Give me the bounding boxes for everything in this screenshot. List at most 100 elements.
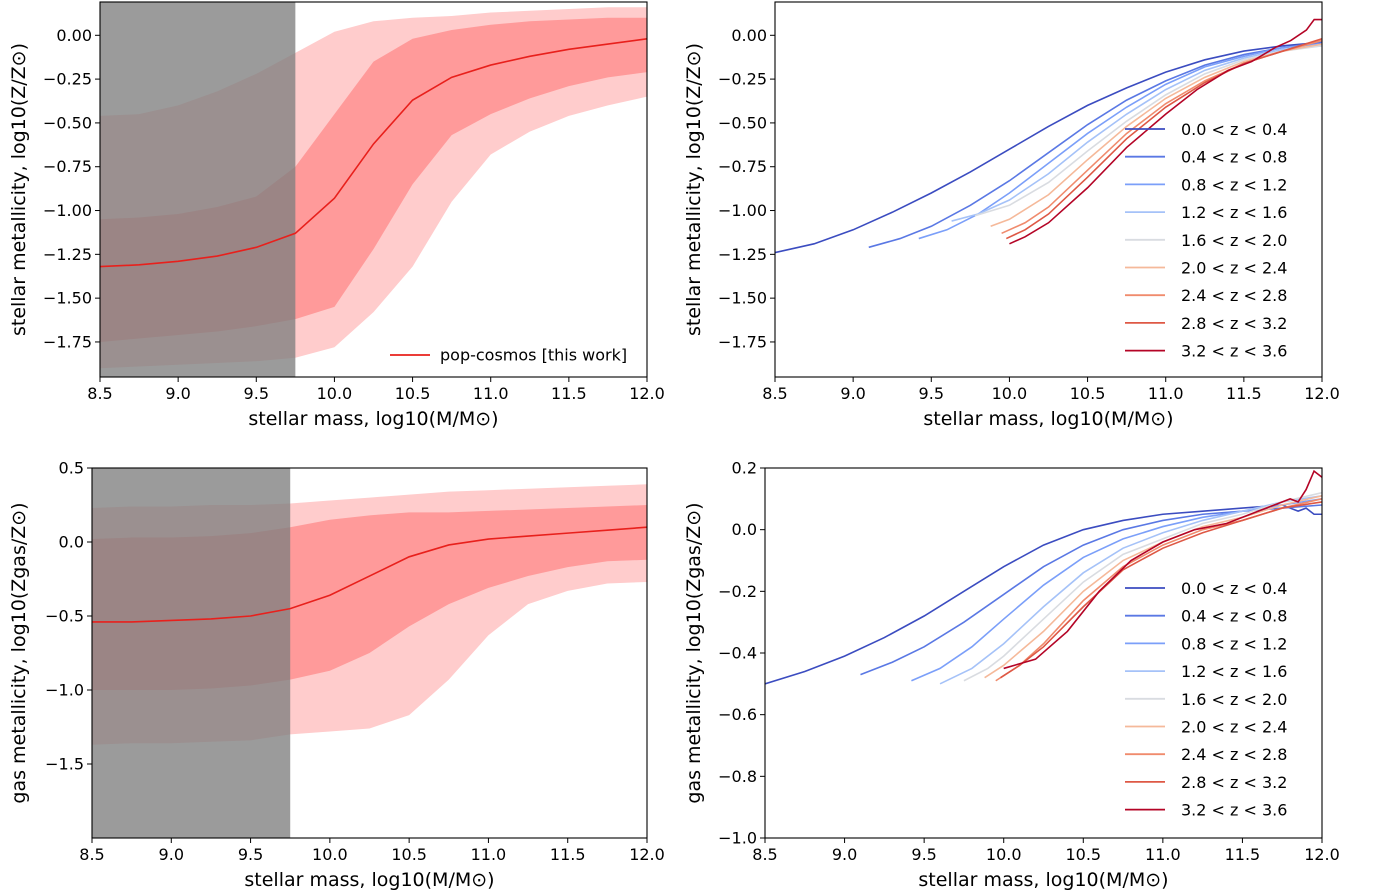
legend-label: 2.8 < z < 3.2 xyxy=(1181,314,1287,333)
y-tick-label: −1.0 xyxy=(718,829,757,848)
legend-label: 0.8 < z < 1.2 xyxy=(1181,175,1287,194)
x-axis-label: stellar mass, log10(M/M⊙) xyxy=(923,408,1173,430)
legend-label: 1.2 < z < 1.6 xyxy=(1181,662,1287,681)
x-tick-label: 10.5 xyxy=(395,384,431,403)
y-tick-label: 0.0 xyxy=(732,520,757,539)
panel-top-right: 8.5 9.0 9.5 10.0 10.5 11.0 11.5 12.0 0.00 −0.25 −0… xyxy=(683,1,1340,430)
y-tick-label: −1.75 xyxy=(718,332,767,351)
legend-label: 0.0 < z < 0.4 xyxy=(1181,120,1287,139)
series-line-3 xyxy=(951,45,1322,222)
x-tick-label: 9.5 xyxy=(919,384,944,403)
y-tick-label: 0.00 xyxy=(731,26,767,45)
series-line-5 xyxy=(984,494,1322,679)
legend-label: pop-cosmos [this work] xyxy=(440,346,627,365)
series-line-8 xyxy=(1009,18,1322,245)
legend-label: 0.4 < z < 0.8 xyxy=(1181,607,1287,626)
x-tick-label: 8.5 xyxy=(762,384,787,403)
x-tick-label: 8.5 xyxy=(752,845,777,864)
legend-label: 3.2 < z < 3.6 xyxy=(1181,342,1287,361)
x-tick-label: 8.5 xyxy=(87,384,112,403)
series-line-5 xyxy=(990,43,1322,228)
y-tick-label: 0.2 xyxy=(732,459,757,478)
legend-label: 0.0 < z < 0.4 xyxy=(1181,579,1287,598)
y-tick-label: −1.75 xyxy=(43,332,92,351)
y-tick-label: −0.8 xyxy=(718,767,757,786)
y-axis-label: stellar metallicity, log10(Z/Z⊙) xyxy=(683,43,705,336)
y-tick-label: −1.25 xyxy=(718,245,767,264)
plot-frame xyxy=(99,1,648,378)
y-tick-label: −0.2 xyxy=(718,582,757,601)
y-tick-label: 0.0 xyxy=(59,533,84,552)
series-line-8 xyxy=(1003,469,1322,670)
y-tick-label: −0.25 xyxy=(43,70,92,89)
redshift-bin-lines xyxy=(775,18,1322,254)
y-tick-label: −1.0 xyxy=(45,681,84,700)
x-tick-label: 11.0 xyxy=(471,845,507,864)
series-line-0 xyxy=(775,41,1322,254)
legend-label: 2.4 < z < 2.8 xyxy=(1181,286,1287,305)
x-tick-label: 10.5 xyxy=(1070,384,1106,403)
median-line-group xyxy=(92,526,647,623)
x-tick-label: 9.0 xyxy=(840,384,865,403)
y-tick-label: −1.25 xyxy=(43,245,92,264)
median-line-group xyxy=(100,38,647,268)
y-tick-label: −0.4 xyxy=(718,644,757,663)
x-tick-label: 10.0 xyxy=(317,384,353,403)
x-tick-label: 11.5 xyxy=(1226,384,1262,403)
y-axis-label: gas metallicity, log10(Zgas/Z⊙) xyxy=(8,502,30,803)
legend: pop-cosmos [this work] xyxy=(390,346,627,365)
x-tick-label: 10.5 xyxy=(1065,845,1101,864)
series-line-0 xyxy=(765,504,1322,685)
mask-rect xyxy=(100,2,296,377)
low-mass-mask xyxy=(92,468,291,838)
tick-labels: 8.5 9.0 9.5 10.0 10.5 11.0 11.5 12.0 0.2 0.0 −0.2 −… xyxy=(718,459,1340,865)
x-axis-label: stellar mass, log10(M/M⊙) xyxy=(918,869,1168,891)
axes-frame xyxy=(95,1,648,382)
low-mass-mask xyxy=(100,2,296,377)
median-line xyxy=(92,526,647,623)
x-tick-label: 9.5 xyxy=(911,845,936,864)
y-tick-label: −0.75 xyxy=(43,157,92,176)
x-tick-label: 12.0 xyxy=(629,384,665,403)
legend-label: 2.4 < z < 2.8 xyxy=(1181,745,1287,764)
x-tick-label: 10.0 xyxy=(312,845,348,864)
x-tick-label: 9.0 xyxy=(165,384,190,403)
y-tick-label: 0.5 xyxy=(59,459,84,478)
panel-bottom-left: 8.5 9.0 9.5 10.0 10.5 11.0 11.5 12.0 0.5 0.0 −0.5 −… xyxy=(8,459,665,892)
x-tick-label: 12.0 xyxy=(1304,845,1340,864)
x-tick-label: 12.0 xyxy=(629,845,665,864)
x-tick-label: 10.0 xyxy=(986,845,1022,864)
x-tick-label: 11.5 xyxy=(1225,845,1261,864)
x-tick-label: 11.5 xyxy=(551,384,587,403)
axes-frame xyxy=(760,467,1323,843)
y-tick-label: −0.6 xyxy=(718,705,757,724)
x-tick-label: 9.5 xyxy=(238,845,263,864)
median-line xyxy=(100,38,647,268)
x-axis-label: stellar mass, log10(M/M⊙) xyxy=(248,408,498,430)
series-line-4 xyxy=(963,491,1322,682)
series-line-7 xyxy=(1005,38,1322,240)
x-tick-label: 8.5 xyxy=(79,845,104,864)
y-tick-label: −0.50 xyxy=(718,113,767,132)
x-tick-label: 10.0 xyxy=(992,384,1028,403)
x-tick-label: 10.5 xyxy=(391,845,427,864)
legend-label: 1.2 < z < 1.6 xyxy=(1181,203,1287,222)
y-tick-label: −0.50 xyxy=(43,113,92,132)
legend: 0.0 < z < 0.4 0.4 < z < 0.8 0.8 < z < 1.2 1… xyxy=(1125,579,1287,820)
mask-rect xyxy=(92,468,291,838)
plot-frame xyxy=(91,467,648,839)
y-tick-label: −1.50 xyxy=(43,289,92,308)
y-tick-label: −0.75 xyxy=(718,157,767,176)
series-line-7 xyxy=(1000,501,1322,679)
y-axis-label: gas metallicity, log10(Zgas/Z⊙) xyxy=(683,502,705,803)
y-tick-label: 0.00 xyxy=(56,26,92,45)
x-axis-label: stellar mass, log10(M/M⊙) xyxy=(244,869,494,891)
legend-label: 0.8 < z < 1.2 xyxy=(1181,634,1287,653)
y-tick-label: −1.00 xyxy=(718,201,767,220)
legend-label: 2.0 < z < 2.4 xyxy=(1181,718,1287,737)
y-axis-label: stellar metallicity, log10(Z/Z⊙) xyxy=(8,43,30,336)
y-tick-label: −0.5 xyxy=(45,607,84,626)
legend-label: 2.0 < z < 2.4 xyxy=(1181,259,1287,278)
redshift-bin-lines xyxy=(765,469,1322,685)
